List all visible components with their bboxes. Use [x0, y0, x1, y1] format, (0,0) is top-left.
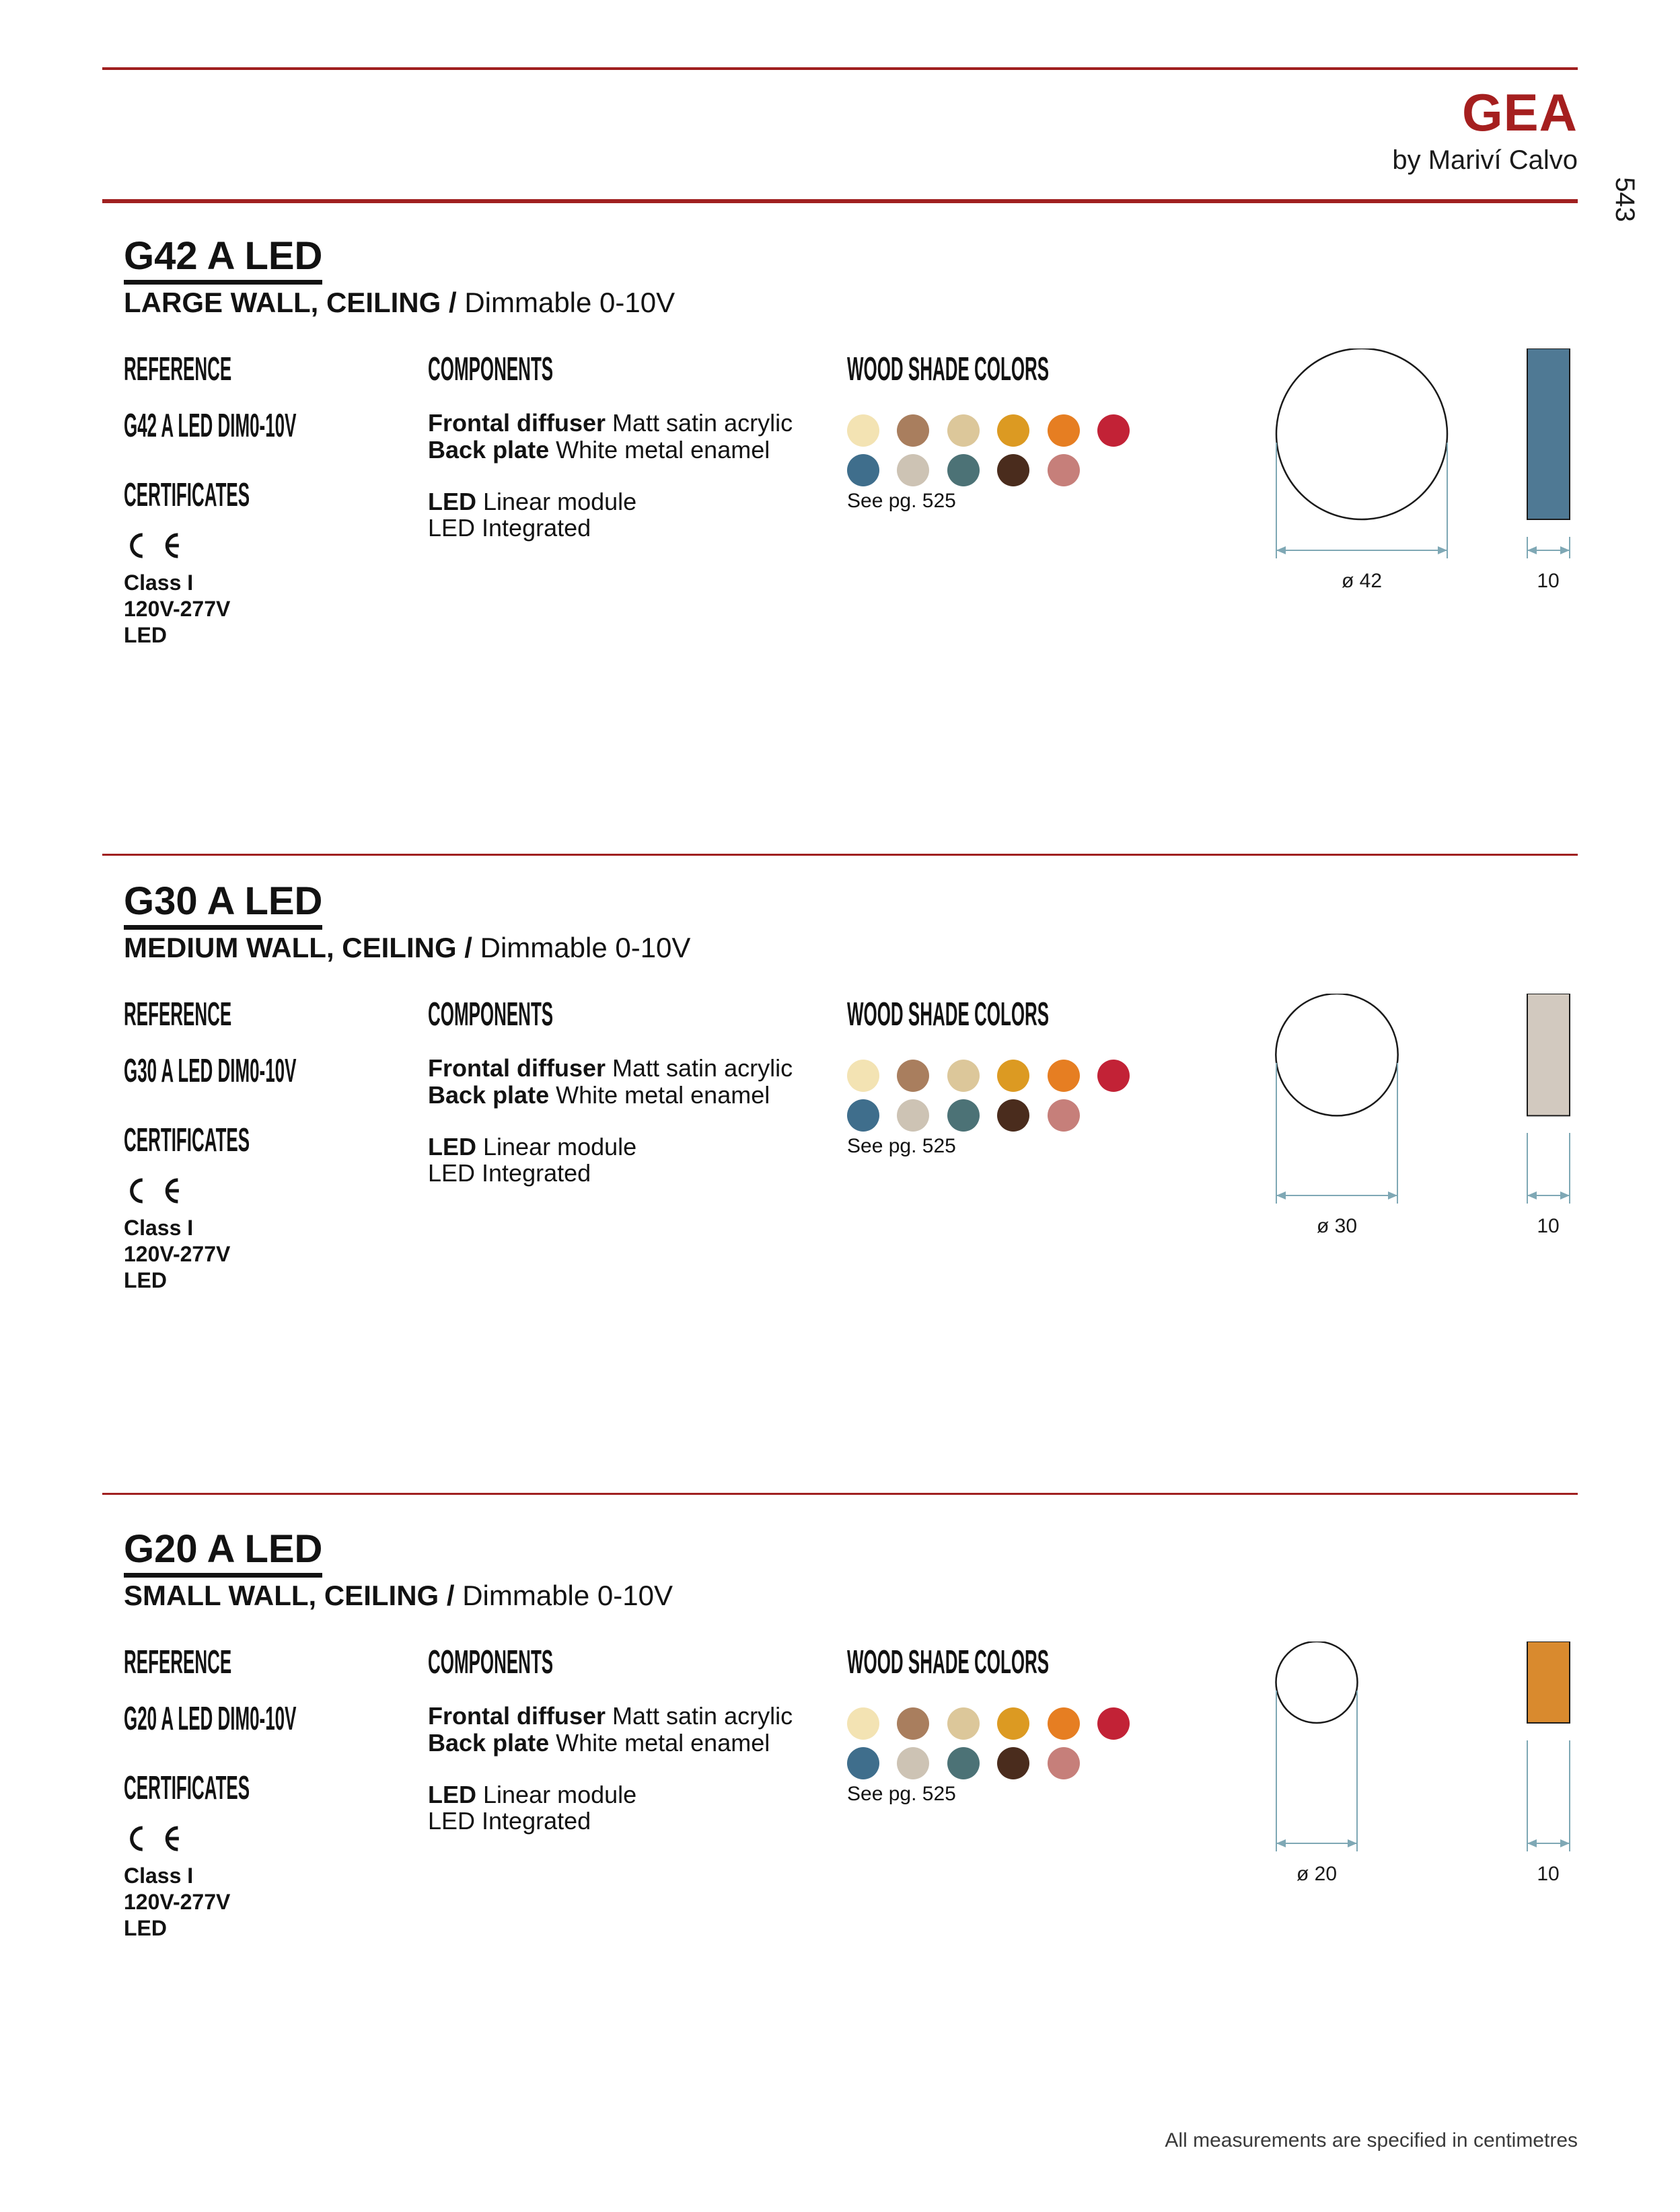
svg-text:10: 10 [1537, 1863, 1559, 1885]
svg-text:ø 42: ø 42 [1342, 570, 1382, 592]
svg-text:ø 20: ø 20 [1296, 1863, 1337, 1885]
svg-text:ø 30: ø 30 [1317, 1215, 1357, 1237]
svg-text:10: 10 [1537, 1215, 1559, 1237]
svg-text:10: 10 [1537, 570, 1559, 592]
